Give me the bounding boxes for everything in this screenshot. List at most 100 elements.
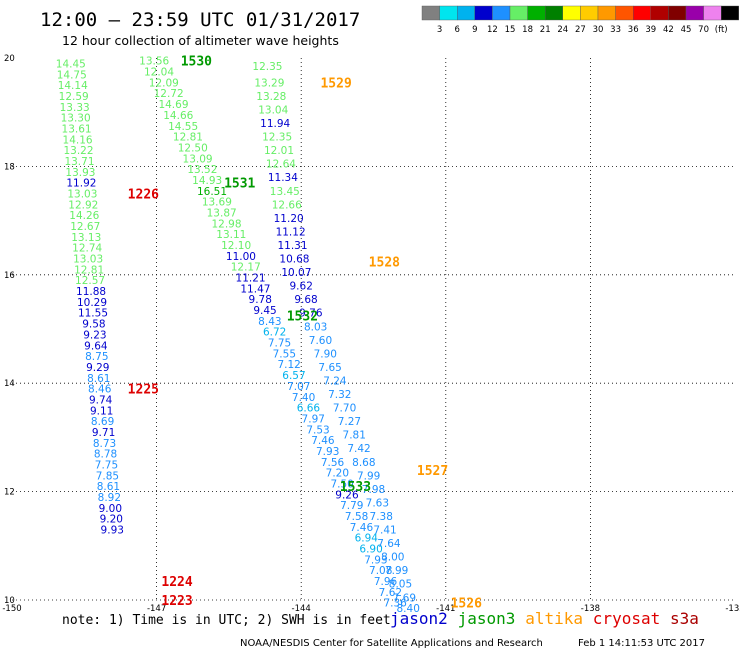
legend-swatch xyxy=(545,5,564,21)
wave-height-value: 7.75 xyxy=(268,338,291,350)
wave-height-value: 6.66 xyxy=(297,403,321,415)
wave-height-value: 8.40 xyxy=(397,603,420,615)
wave-height-value: 7.75 xyxy=(95,460,118,472)
wave-height-value: 13.11 xyxy=(216,229,246,241)
wave-height-value: 8.78 xyxy=(94,449,117,461)
wave-height-value: 11.55 xyxy=(78,308,108,320)
legend-swatch xyxy=(650,5,669,21)
wave-height-value: 9.78 xyxy=(249,294,272,306)
timestamp: Feb 1 14:11:53 UTC 2017 xyxy=(578,638,705,649)
wave-height-value: 13.22 xyxy=(63,145,93,157)
wave-height-value: 13.87 xyxy=(207,207,237,219)
legend-label: 21 xyxy=(540,25,551,35)
wave-height-value: 7.55 xyxy=(273,348,296,360)
wave-height-value: 13.33 xyxy=(60,102,90,114)
wave-height-value: 8.92 xyxy=(98,492,121,504)
wave-height-value: 9.64 xyxy=(84,340,108,352)
pass-number-labels: 1226 1225 1224 1223 1530 1531 1532 1533 1529 1528… xyxy=(128,55,482,612)
x-tick-label: -135 xyxy=(725,604,740,614)
legend-label: 24 xyxy=(557,25,568,35)
wave-height-value: 9.76 xyxy=(299,308,323,320)
wave-height-value: 12.17 xyxy=(231,262,261,274)
wave-height-value: 13.69 xyxy=(202,197,232,209)
wave-height-value: 9.23 xyxy=(83,329,106,341)
wave-height-value: 14.75 xyxy=(57,69,87,81)
wave-height-value: 12.66 xyxy=(272,199,302,211)
wave-height-value: 11.31 xyxy=(277,240,307,252)
wave-height-value: 6.94 xyxy=(355,533,379,545)
wave-height-values: 14.4514.7514.1412.5913.3313.3013.6114.16… xyxy=(56,56,420,615)
wave-height-value: 14.69 xyxy=(158,99,188,111)
wave-height-value: 12.50 xyxy=(178,142,208,154)
legend-swatch xyxy=(668,5,687,21)
legend-swatch xyxy=(703,5,722,21)
wave-height-value: 9.93 xyxy=(101,525,124,537)
legend-label: (ft) xyxy=(715,25,728,35)
legend-label: 33 xyxy=(610,25,621,35)
wave-height-value: 7.99 xyxy=(385,565,408,577)
wave-height-value: 6.57 xyxy=(282,370,305,382)
wave-height-value: 13.04 xyxy=(258,104,288,116)
wave-height-value: 13.45 xyxy=(270,186,300,198)
legend-label: 39 xyxy=(645,25,656,35)
wave-height-value: 7.99 xyxy=(357,470,380,482)
wave-height-value: 13.61 xyxy=(62,123,92,135)
wave-height-value: 13.93 xyxy=(65,167,95,179)
wave-height-value: 9.74 xyxy=(89,394,113,406)
wave-height-value: 6.90 xyxy=(359,544,382,556)
wave-height-value: 12.81 xyxy=(173,132,203,144)
satellite-legend-cryosat: cryosat xyxy=(593,609,660,628)
wave-height-value: 9.11 xyxy=(90,405,113,417)
chart-subtitle: 12 hour collection of altimeter wave hei… xyxy=(62,33,339,48)
wave-height-value: 9.20 xyxy=(100,514,123,526)
wave-height-value: 14.66 xyxy=(163,110,193,122)
pass-number-label: 1223 xyxy=(161,594,192,609)
wave-height-value: 7.46 xyxy=(350,522,374,534)
wave-height-value: 13.28 xyxy=(256,91,286,103)
legend-label: 3 xyxy=(437,25,442,35)
legend-swatch xyxy=(509,5,528,21)
legend-label: 27 xyxy=(575,25,586,35)
wave-height-value: 7.96 xyxy=(374,576,398,588)
wave-height-value: 14.55 xyxy=(168,121,198,133)
wave-height-value: 11.94 xyxy=(260,118,290,130)
wave-height-value: 13.03 xyxy=(73,254,103,266)
wave-height-value: 7.64 xyxy=(377,538,401,550)
wave-height-value: 7.40 xyxy=(292,392,315,404)
wave-height-value: 10.29 xyxy=(77,297,107,309)
wave-height-value: 9.29 xyxy=(86,362,109,374)
wave-height-value: 12.57 xyxy=(75,275,105,287)
wave-height-value: 8.43 xyxy=(258,316,281,328)
legend-swatch xyxy=(439,5,458,21)
wave-height-value: 7.93 xyxy=(316,446,339,458)
wave-height-value: 12.92 xyxy=(68,199,98,211)
chart-title: 12:00 – 23:59 UTC 01/31/2017 xyxy=(40,9,360,31)
satellite-legend-jason3: jason3 xyxy=(458,609,516,628)
wave-height-value: 16.51 xyxy=(197,186,227,198)
axis-ticks: -150 -147 -144 -141 -138 -135 10 12 14 16 18 20 xyxy=(2,54,740,614)
pass-number-label: 1527 xyxy=(417,464,448,479)
wave-height-value: 11.47 xyxy=(240,283,270,295)
legend-swatch xyxy=(685,5,704,21)
wave-height-value: 7.46 xyxy=(311,435,335,447)
wave-height-value: 7.98 xyxy=(362,484,385,496)
wave-height-value: 14.14 xyxy=(58,80,88,92)
wave-height-value: 10.68 xyxy=(279,254,309,266)
x-tick-label: -144 xyxy=(292,604,311,614)
wave-height-value: 13.29 xyxy=(254,77,284,89)
wave-height-value: 12.67 xyxy=(70,221,100,233)
wave-height-value: 14.16 xyxy=(63,134,93,146)
wave-height-value: 9.71 xyxy=(92,427,115,439)
credit-text: NOAA/NESDIS Center for Satellite Applica… xyxy=(240,638,543,649)
color-scale-legend: 3 6 9 12 15 18 21 24 27 30 33 36 39 42 45 70 (ft) xyxy=(421,5,740,35)
wave-height-value: 7.42 xyxy=(347,443,370,455)
wave-height-value: 11.20 xyxy=(274,213,304,225)
wave-height-value: 7.79 xyxy=(340,500,363,512)
wave-height-value: 7.58 xyxy=(345,511,368,523)
wave-height-value: 12.35 xyxy=(252,61,282,73)
wave-height-value: 12.59 xyxy=(59,91,89,103)
legend-label: 30 xyxy=(593,25,604,35)
wave-height-value: 12.01 xyxy=(264,145,294,157)
legend-swatch xyxy=(474,5,493,21)
